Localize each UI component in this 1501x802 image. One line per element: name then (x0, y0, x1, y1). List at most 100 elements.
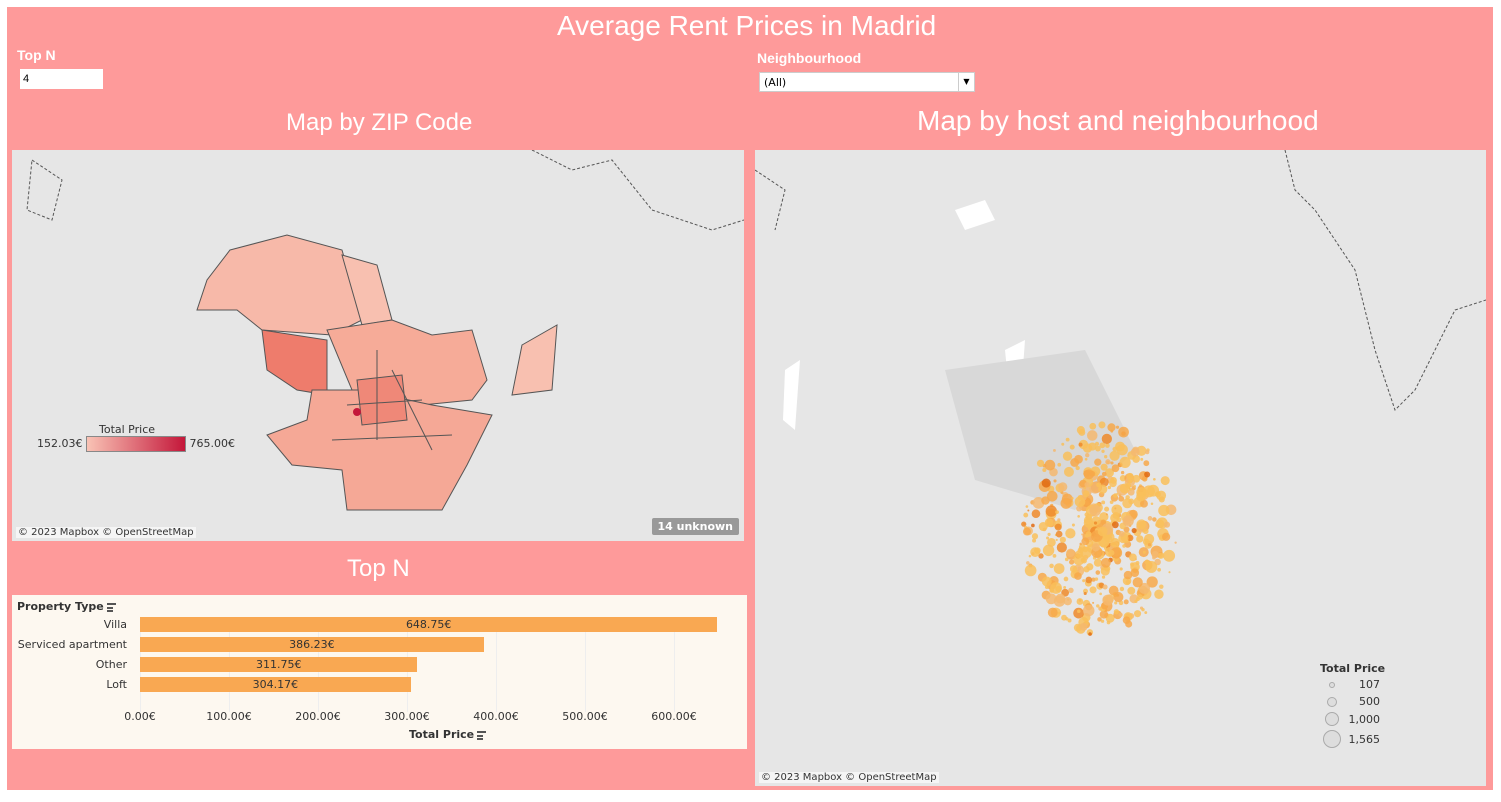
host-bubble[interactable] (1101, 471, 1107, 477)
host-bubble[interactable] (1047, 607, 1058, 618)
host-bubble[interactable] (1110, 429, 1114, 433)
host-bubble[interactable] (1055, 510, 1059, 515)
host-bubble[interactable] (1147, 543, 1152, 547)
host-bubble[interactable] (1053, 448, 1056, 452)
host-bubble[interactable] (1114, 601, 1118, 605)
host-bubble[interactable] (1065, 617, 1069, 621)
host-bubble[interactable] (1056, 542, 1067, 553)
host-bubble[interactable] (1097, 617, 1102, 622)
host-bubble[interactable] (1142, 528, 1149, 535)
host-bubble[interactable] (1081, 533, 1084, 536)
sort-icon[interactable] (477, 731, 487, 739)
bar[interactable] (140, 677, 411, 692)
host-bubble[interactable] (1116, 444, 1128, 456)
host-bubble[interactable] (1118, 530, 1125, 537)
host-bubble[interactable] (1123, 599, 1129, 605)
host-bubble[interactable] (1109, 450, 1120, 461)
host-bubble[interactable] (1154, 589, 1164, 599)
host-bubble[interactable] (1086, 430, 1098, 441)
host-bubble[interactable] (1144, 611, 1148, 614)
host-bubble[interactable] (1094, 577, 1099, 581)
host-bubble[interactable] (1084, 457, 1088, 461)
host-bubble[interactable] (1067, 618, 1072, 623)
host-bubble[interactable] (1104, 455, 1108, 459)
host-bubble[interactable] (1100, 519, 1107, 526)
host-bubble[interactable] (1055, 530, 1063, 538)
host-bubble[interactable] (1102, 594, 1114, 606)
host-bubble[interactable] (1132, 474, 1141, 483)
host-bubble[interactable] (1101, 433, 1112, 445)
host-bubble[interactable] (1132, 577, 1143, 588)
host-bubble[interactable] (1112, 493, 1118, 498)
host-bubble[interactable] (1095, 570, 1101, 575)
host-bubble[interactable] (1110, 547, 1123, 559)
host-bubble[interactable] (1042, 544, 1055, 557)
host-bubble[interactable] (1023, 512, 1029, 518)
bar[interactable] (140, 637, 484, 652)
host-bubble[interactable] (1099, 442, 1106, 449)
host-bubble[interactable] (1027, 509, 1030, 512)
host-bubble[interactable] (1105, 459, 1111, 465)
host-bubble[interactable] (1045, 593, 1057, 605)
host-bubble[interactable] (1133, 485, 1136, 488)
host-bubble[interactable] (1126, 534, 1134, 542)
host-bubble[interactable] (1058, 482, 1068, 492)
host-bubble[interactable] (1119, 483, 1130, 494)
bar[interactable] (140, 617, 718, 632)
host-bubble[interactable] (1071, 523, 1075, 527)
host-bubble[interactable] (1105, 613, 1115, 623)
host-bubble[interactable] (1168, 571, 1171, 574)
host-bubble[interactable] (1136, 519, 1147, 530)
host-bubble[interactable] (1133, 610, 1142, 618)
host-bubble[interactable] (1158, 504, 1170, 517)
host-bubble[interactable] (1111, 521, 1119, 529)
host-bubble[interactable] (1046, 490, 1058, 502)
host-bubble[interactable] (1053, 479, 1057, 483)
host-bubble[interactable] (1102, 584, 1108, 590)
host-bubble[interactable] (1119, 586, 1125, 592)
topn-input[interactable] (20, 69, 103, 89)
host-bubble[interactable] (1122, 544, 1126, 548)
host-bubble[interactable] (1078, 547, 1083, 551)
bar[interactable] (140, 657, 418, 672)
host-bubble[interactable] (1083, 518, 1094, 528)
host-bubble[interactable] (1162, 532, 1171, 541)
host-bubble[interactable] (1046, 536, 1050, 540)
host-bubble[interactable] (1128, 478, 1133, 484)
host-bubble[interactable] (1069, 559, 1075, 565)
host-bubble[interactable] (1141, 497, 1144, 500)
host-bubble[interactable] (1068, 587, 1074, 593)
host-bubble[interactable] (1155, 519, 1165, 529)
host-bubble[interactable] (1041, 576, 1052, 587)
host-bubble[interactable] (1160, 476, 1170, 486)
host-bubble[interactable] (1104, 506, 1110, 512)
host-bubble[interactable] (1100, 619, 1105, 623)
host-bubble[interactable] (1097, 526, 1108, 537)
host-bubble[interactable] (1061, 493, 1073, 505)
host-bubble[interactable] (1052, 554, 1057, 558)
host-bubble[interactable] (1073, 607, 1084, 619)
host-bubble[interactable] (1081, 557, 1087, 564)
host-bubble[interactable] (1061, 442, 1065, 446)
host-bubble[interactable] (1041, 478, 1051, 488)
host-bubble[interactable] (1107, 423, 1116, 432)
host-bubble[interactable] (1076, 505, 1082, 512)
host-bubble[interactable] (1100, 557, 1111, 568)
host-bubble[interactable] (1077, 515, 1080, 518)
host-bubble[interactable] (1066, 548, 1075, 558)
host-bubble[interactable] (1082, 604, 1095, 617)
host-bubble[interactable] (1063, 576, 1069, 582)
host-bubble[interactable] (1083, 486, 1087, 490)
host-bubble[interactable] (1047, 537, 1056, 547)
host-bubble[interactable] (1065, 528, 1076, 539)
host-bubble[interactable] (1138, 582, 1150, 594)
host-bubble[interactable] (1026, 561, 1030, 565)
sort-icon[interactable] (106, 603, 116, 611)
host-bubble[interactable] (1108, 549, 1115, 556)
host-bubble[interactable] (1025, 505, 1029, 508)
host-bubble[interactable] (1069, 444, 1075, 450)
host-bubble[interactable] (1101, 449, 1105, 453)
host-bubble[interactable] (1049, 563, 1054, 569)
host-bubble[interactable] (1127, 586, 1136, 595)
host-bubble[interactable] (1101, 575, 1106, 579)
